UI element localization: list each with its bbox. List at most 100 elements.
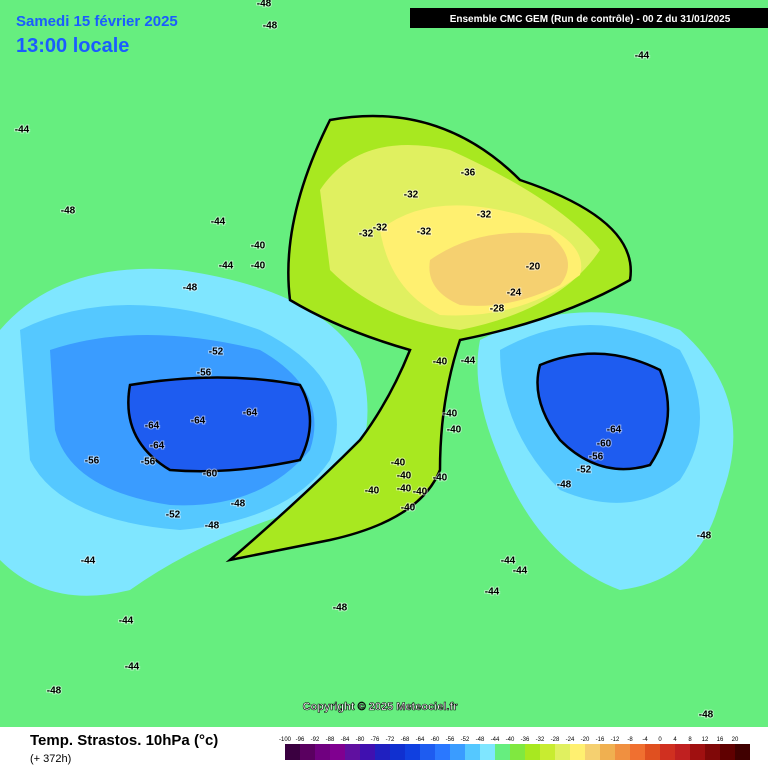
scale-swatch (435, 744, 450, 760)
scale-swatch (645, 744, 660, 760)
copyright: Copyright © 2025 Meteociel.fr (303, 701, 459, 713)
contour-label: -64 (243, 408, 258, 419)
scale-swatch (300, 744, 315, 760)
contour-label: -48 (205, 521, 220, 532)
scale-label: -96 (296, 737, 305, 743)
scale-label: -84 (341, 737, 350, 743)
scale-label: -12 (611, 737, 620, 743)
contour-label: -24 (507, 288, 522, 299)
scale-swatch (540, 744, 555, 760)
scale-swatch (360, 744, 375, 760)
contour-label: -52 (166, 510, 181, 521)
scale-label: 16 (717, 737, 724, 743)
contour-label: -40 (447, 425, 462, 436)
scale-swatch (675, 744, 690, 760)
variable-name: Temp. Strastos. 10hPa (°c) (30, 732, 218, 749)
contour-label: -40 (433, 357, 448, 368)
scale-swatch (705, 744, 720, 760)
contour-label: -44 (219, 261, 234, 272)
run-info: Ensemble CMC GEM (Run de contrôle) - 00 … (450, 14, 731, 25)
scale-swatch (510, 744, 525, 760)
contour-label: -56 (197, 368, 212, 379)
scale-label: -24 (566, 737, 575, 743)
run-banner (410, 8, 768, 28)
cold-core (127, 376, 312, 473)
contour-label: -48 (257, 0, 272, 10)
scale-swatch (285, 744, 300, 760)
contour-label: -44 (501, 556, 516, 567)
contour-label: -32 (404, 190, 419, 201)
contour-label: -56 (85, 456, 100, 467)
scale-label: -20 (581, 737, 590, 743)
contour-label: -40 (401, 503, 416, 514)
contour-label: -60 (597, 439, 612, 450)
contour-label: -48 (47, 686, 62, 697)
contour-label: -64 (150, 441, 165, 452)
cold-core (536, 352, 670, 471)
scale-swatch (345, 744, 360, 760)
contour-label: -48 (263, 21, 278, 32)
scale-swatch (315, 744, 330, 760)
date-title: Samedi 15 février 2025 (16, 13, 178, 30)
scale-label: -16 (596, 737, 605, 743)
contour-label: -40 (433, 473, 448, 484)
scale-label: -48 (476, 737, 485, 743)
contour-label: -44 (81, 556, 96, 567)
scale-label: 4 (673, 737, 677, 743)
contour-label: -40 (443, 409, 458, 420)
contour-label: -40 (251, 261, 266, 272)
scale-label: 20 (732, 737, 739, 743)
scale-label: -52 (461, 737, 470, 743)
scale-label: -64 (416, 737, 425, 743)
scale-swatch (660, 744, 675, 760)
contour-label: -48 (333, 603, 348, 614)
scale-swatch (555, 744, 570, 760)
contour-label: -56 (589, 452, 604, 463)
contour-label: -36 (461, 168, 476, 179)
contour-label: -44 (125, 662, 140, 673)
scale-label: -40 (506, 737, 515, 743)
contour-label: -40 (397, 471, 412, 482)
scale-label: -76 (371, 737, 380, 743)
time-title: 13:00 locale (16, 35, 129, 57)
contour-label: -40 (391, 458, 406, 469)
contour-label: -40 (413, 487, 428, 498)
contour-label: -44 (211, 217, 226, 228)
contour-label: -60 (203, 469, 218, 480)
scale-swatch (405, 744, 420, 760)
scale-swatch (690, 744, 705, 760)
scale-label: -80 (356, 737, 365, 743)
contour-label: -44 (513, 566, 528, 577)
contour-label: -64 (607, 425, 622, 436)
scale-swatch (330, 744, 345, 760)
contour-label: -64 (145, 421, 160, 432)
scale-label: -88 (326, 737, 335, 743)
contour-label: -32 (477, 210, 492, 221)
contour-label: -56 (141, 457, 156, 468)
scale-swatch (525, 744, 540, 760)
scale-swatch (600, 744, 615, 760)
lead-time: (+ 372h) (30, 753, 71, 765)
scale-swatch (450, 744, 465, 760)
contour-label: -40 (251, 241, 266, 252)
scale-label: -44 (491, 737, 500, 743)
scale-swatch (480, 744, 495, 760)
contour-label: -48 (697, 531, 712, 542)
contour-label: -48 (699, 710, 714, 721)
contour-label: -64 (191, 416, 206, 427)
contour-label: -28 (490, 304, 505, 315)
warm-core (429, 232, 568, 306)
scale-label: -36 (521, 737, 530, 743)
contour-label: -48 (183, 283, 198, 294)
scale-swatch (615, 744, 630, 760)
scale-label: -100 (279, 737, 292, 743)
contour-label: -48 (557, 480, 572, 491)
contour-label: -52 (209, 347, 224, 358)
scale-swatch (585, 744, 600, 760)
scale-swatch (465, 744, 480, 760)
contour-label: -44 (15, 125, 30, 136)
scale-label: 0 (658, 737, 662, 743)
scale-label: 8 (688, 737, 692, 743)
scale-label: -28 (551, 737, 560, 743)
